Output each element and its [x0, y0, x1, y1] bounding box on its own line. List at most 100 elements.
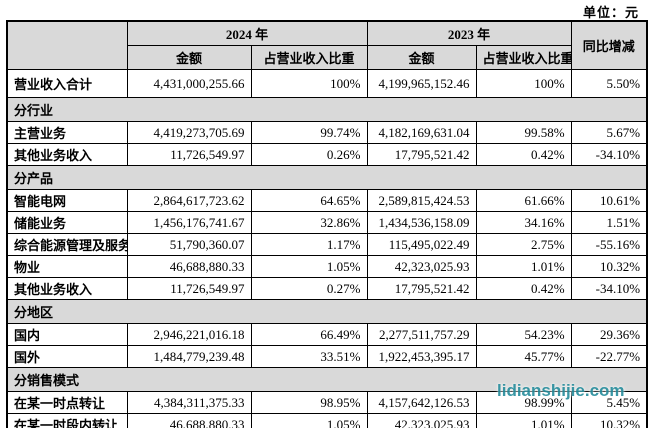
amount-2024: 4,384,311,375.33	[126, 391, 252, 414]
table-row-main-business: 主营业务 4,419,273,705.69 99.74% 4,182,169,6…	[6, 121, 648, 144]
row-label: 其他业务收入	[6, 143, 128, 166]
amount-2023: 115,495,022.49	[366, 233, 477, 256]
amount-2023: 42,323,025.93	[366, 413, 477, 428]
table-row-overseas: 国外 1,484,779,239.48 33.51% 1,922,453,395…	[6, 345, 648, 368]
row-label: 其他业务收入	[6, 277, 128, 300]
amount-2024: 51,790,360.07	[126, 233, 252, 256]
row-label: 在某一时段内转让	[6, 413, 128, 428]
amount-2024: 2,864,617,723.62	[126, 189, 252, 212]
header-row-measures: 金额 占营业收入比重 金额 占营业收入比重	[7, 45, 647, 70]
row-label: 国外	[6, 345, 128, 368]
section-label: 分产品	[6, 165, 648, 190]
table-row-total-revenue: 营业收入合计 4,431,000,255.66 100% 4,199,965,1…	[6, 69, 648, 98]
amount-2024: 11,726,549.97	[126, 277, 252, 300]
ratio-2023: 0.42%	[475, 277, 572, 300]
ratio-2024: 33.51%	[250, 345, 368, 368]
row-label: 智能电网	[6, 189, 128, 212]
section-label: 分行业	[6, 97, 648, 122]
header-ratio-2023: 占营业收入比重	[475, 45, 572, 70]
amount-2023: 17,795,521.42	[366, 277, 477, 300]
ratio-2023: 45.77%	[475, 345, 572, 368]
amount-2024: 11,726,549.97	[126, 143, 252, 166]
amount-2024: 2,946,221,016.18	[126, 323, 252, 346]
amount-2024: 46,688,880.33	[126, 255, 252, 278]
yoy-change: 1.51%	[570, 211, 648, 234]
row-label: 营业收入合计	[6, 69, 128, 98]
section-label: 分销售模式	[6, 367, 648, 392]
ratio-2024: 98.95%	[250, 391, 368, 414]
table-row-property: 物业 46,688,880.33 1.05% 42,323,025.93 1.0…	[6, 255, 648, 278]
amount-2023: 17,795,521.42	[366, 143, 477, 166]
ratio-2023: 98.99%	[475, 391, 572, 414]
table-row-energy-storage: 储能业务 1,456,176,741.67 32.86% 1,434,536,1…	[6, 211, 648, 234]
row-label: 综合能源管理及服务	[6, 233, 128, 256]
section-row-by-sales-model: 分销售模式	[6, 367, 648, 392]
row-label: 国内	[6, 323, 128, 346]
yoy-change: 5.67%	[570, 121, 648, 144]
amount-2023: 4,199,965,152.46	[366, 69, 477, 98]
site-watermark: lidianshijie.com	[497, 381, 625, 400]
table-row-smart-grid: 智能电网 2,864,617,723.62 64.65% 2,589,815,4…	[6, 189, 648, 212]
ratio-2024: 0.27%	[250, 277, 368, 300]
header-yoy: 同比增减	[570, 20, 648, 70]
amount-2024: 1,456,176,741.67	[126, 211, 252, 234]
yoy-change: 5.45%	[570, 391, 648, 414]
revenue-breakdown-table: 2024 年 2023 年 同比增减 金额 占营业收入比重 金额 占营业收入比重…	[6, 20, 649, 428]
row-label: 主营业务	[6, 121, 128, 144]
header-empty-cell	[6, 20, 128, 70]
amount-2023: 42,323,025.93	[366, 255, 477, 278]
yoy-change: -22.77%	[570, 345, 648, 368]
amount-2023: 2,277,511,757.29	[366, 323, 477, 346]
ratio-2023: 100%	[475, 69, 572, 98]
section-row-by-industry: 分行业	[6, 97, 648, 122]
amount-2023: 1,922,453,395.17	[366, 345, 477, 368]
header-amount-2023: 金额	[366, 45, 477, 70]
ratio-2023: 1.01%	[475, 255, 572, 278]
ratio-2023: 61.66%	[475, 189, 572, 212]
ratio-2024: 0.26%	[250, 143, 368, 166]
row-label: 储能业务	[6, 211, 128, 234]
header-2023: 2023 年	[366, 20, 572, 46]
ratio-2024: 1.17%	[250, 233, 368, 256]
section-row-by-region: 分地区	[6, 299, 648, 324]
yoy-change: -55.16%	[570, 233, 648, 256]
ratio-2024: 100%	[250, 69, 368, 98]
row-label: 在某一时点转让	[6, 391, 128, 414]
header-ratio-2024: 占营业收入比重	[250, 45, 368, 70]
unit-label: 单位：元	[582, 5, 639, 20]
yoy-change: 10.32%	[570, 255, 648, 278]
amount-2024: 1,484,779,239.48	[126, 345, 252, 368]
yoy-change: 29.36%	[570, 323, 648, 346]
section-row-by-product: 分产品	[6, 165, 648, 190]
ratio-2024: 1.05%	[250, 255, 368, 278]
section-label: 分地区	[6, 299, 648, 324]
amount-2023: 4,157,642,126.53	[366, 391, 477, 414]
header-amount-2024: 金额	[126, 45, 252, 70]
header-row-years: 2024 年 2023 年 同比增减	[6, 20, 648, 70]
yoy-change: 10.32%	[570, 413, 648, 428]
ratio-2023: 34.16%	[475, 211, 572, 234]
ratio-2024: 66.49%	[250, 323, 368, 346]
ratio-2023: 99.58%	[475, 121, 572, 144]
header-2024: 2024 年	[126, 20, 368, 46]
amount-2024: 4,431,000,255.66	[126, 69, 252, 98]
yoy-change: 10.61%	[570, 189, 648, 212]
ratio-2024: 32.86%	[250, 211, 368, 234]
yoy-change: -34.10%	[570, 143, 648, 166]
amount-2023: 2,589,815,424.53	[366, 189, 477, 212]
table-row-other-income-industry: 其他业务收入 11,726,549.97 0.26% 17,795,521.42…	[6, 143, 648, 166]
ratio-2024: 1.05%	[250, 413, 368, 428]
amount-2024: 4,419,273,705.69	[126, 121, 252, 144]
amount-2023: 1,434,536,158.09	[366, 211, 477, 234]
table-row-integrated-energy: 综合能源管理及服务 51,790,360.07 1.17% 115,495,02…	[6, 233, 648, 256]
table-row-other-income-product: 其他业务收入 11,726,549.97 0.27% 17,795,521.42…	[6, 277, 648, 300]
ratio-2024: 64.65%	[250, 189, 368, 212]
table-row-domestic: 国内 2,946,221,016.18 66.49% 2,277,511,757…	[6, 323, 648, 346]
row-label: 物业	[6, 255, 128, 278]
table-row-point-in-time: 在某一时点转让 4,384,311,375.33 98.95% 4,157,64…	[6, 391, 648, 414]
ratio-2024: 99.74%	[250, 121, 368, 144]
amount-2024: 46,688,880.33	[126, 413, 252, 428]
ratio-2023: 54.23%	[475, 323, 572, 346]
ratio-2023: 2.75%	[475, 233, 572, 256]
